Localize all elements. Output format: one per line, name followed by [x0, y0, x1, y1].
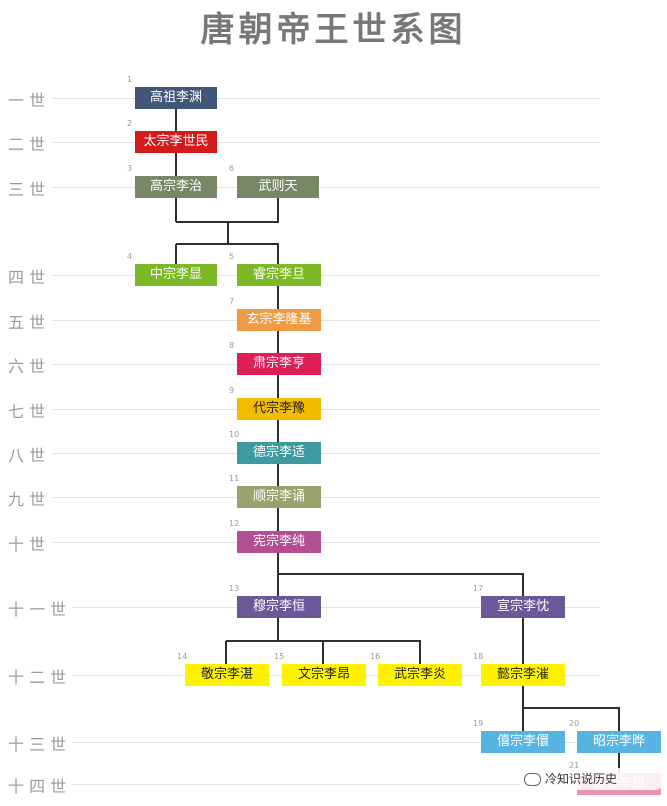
- connector-line: [522, 686, 524, 708]
- connector-line: [175, 198, 177, 222]
- connector-line: [225, 641, 227, 664]
- connector-line: [522, 618, 524, 664]
- generation-label: 十 二 世: [8, 668, 67, 687]
- generation-guide-line: [72, 607, 600, 608]
- connector-line: [277, 618, 279, 641]
- emperor-order-number: 8: [229, 341, 235, 350]
- emperor-order-number: 6: [229, 164, 235, 173]
- chart-title: 唐朝帝王世系图: [200, 10, 467, 50]
- generation-guide-line: [52, 453, 600, 454]
- generation-guide-line: [52, 142, 600, 143]
- emperor-order-number: 11: [229, 474, 240, 483]
- emperor-order-number: 16: [370, 652, 381, 661]
- generation-label: 一 世: [8, 91, 46, 110]
- emperor-order-number: 21: [569, 761, 580, 770]
- generation-label: 四 世: [8, 268, 46, 287]
- generation-guide-line: [52, 187, 600, 188]
- emperor-node: 敬宗李湛: [185, 664, 269, 686]
- generation-guide-line: [52, 542, 600, 543]
- emperor-order-number: 7: [229, 297, 235, 306]
- emperor-order-number: 12: [229, 519, 240, 528]
- generation-label: 十 世: [8, 535, 46, 554]
- generation-label: 六 世: [8, 357, 46, 376]
- emperor-order-number: 1: [127, 75, 133, 84]
- connector-line: [176, 243, 279, 245]
- generation-guide-line: [52, 320, 600, 321]
- emperor-node: 僖宗李儇: [481, 731, 565, 753]
- connector-line: [278, 573, 524, 575]
- generation-label: 十 四 世: [8, 777, 67, 796]
- connector-line: [523, 707, 620, 709]
- connector-line: [522, 708, 524, 731]
- generation-guide-line: [52, 275, 600, 276]
- connector-line: [227, 222, 229, 244]
- emperor-order-number: 19: [473, 719, 484, 728]
- emperor-node: 高宗李治: [135, 176, 217, 198]
- watermark: 冷知识说历史: [518, 768, 666, 790]
- generation-guide-line: [72, 742, 600, 743]
- connector-line: [522, 574, 524, 596]
- emperor-node: 顺宗李诵: [237, 486, 321, 508]
- watermark-text: 冷知识说历史: [545, 772, 618, 786]
- connector-line: [322, 641, 324, 664]
- emperor-node: 中宗李显: [135, 264, 217, 286]
- emperor-node: 睿宗李旦: [237, 264, 321, 286]
- emperor-order-number: 15: [274, 652, 285, 661]
- connector-line: [277, 198, 279, 222]
- generation-label: 五 世: [8, 313, 46, 332]
- emperor-order-number: 17: [473, 584, 484, 593]
- connector-line: [419, 641, 421, 664]
- emperor-node: 太宗李世民: [135, 131, 217, 153]
- connector-line: [277, 574, 279, 596]
- generation-label: 三 世: [8, 180, 46, 199]
- generation-guide-line: [52, 364, 600, 365]
- emperor-node: 玄宗李隆基: [237, 309, 321, 331]
- connector-line: [618, 753, 620, 773]
- connector-line: [277, 553, 279, 574]
- emperor-order-number: 13: [229, 584, 240, 593]
- generation-label: 十 一 世: [8, 600, 67, 619]
- emperor-order-number: 3: [127, 164, 133, 173]
- generation-guide-line: [52, 98, 600, 99]
- emperor-order-number: 14: [177, 652, 188, 661]
- connector-line: [277, 244, 279, 264]
- emperor-node: 昭宗李晔: [577, 731, 661, 753]
- generation-label: 九 世: [8, 490, 46, 509]
- emperor-node: 穆宗李恒: [237, 596, 321, 618]
- emperor-node: 文宗李昂: [282, 664, 366, 686]
- connector-line: [175, 244, 177, 264]
- emperor-node: 德宗李适: [237, 442, 321, 464]
- generation-guide-line: [52, 497, 600, 498]
- emperor-order-number: 9: [229, 386, 235, 395]
- emperor-node: 懿宗李漼: [481, 664, 565, 686]
- connector-line: [618, 708, 620, 731]
- emperor-order-number: 20: [569, 719, 580, 728]
- generation-label: 七 世: [8, 402, 46, 421]
- wechat-icon: [524, 773, 541, 786]
- generation-guide-line: [52, 409, 600, 410]
- emperor-order-number: 2: [127, 119, 133, 128]
- emperor-node: 宪宗李纯: [237, 531, 321, 553]
- generation-guide-line: [72, 784, 600, 785]
- emperor-order-number: 10: [229, 430, 240, 439]
- emperor-node: 高祖李渊: [135, 87, 217, 109]
- emperor-node: 肃宗李亨: [237, 353, 321, 375]
- emperor-order-number: 4: [127, 252, 133, 261]
- emperor-node: 武则天: [237, 176, 319, 198]
- generation-label: 八 世: [8, 446, 46, 465]
- generation-label: 二 世: [8, 135, 46, 154]
- emperor-node: 代宗李豫: [237, 398, 321, 420]
- emperor-node: 宣宗李忱: [481, 596, 565, 618]
- emperor-order-number: 5: [229, 252, 235, 261]
- emperor-order-number: 18: [473, 652, 484, 661]
- generation-label: 十 三 世: [8, 735, 67, 754]
- emperor-node: 武宗李炎: [378, 664, 462, 686]
